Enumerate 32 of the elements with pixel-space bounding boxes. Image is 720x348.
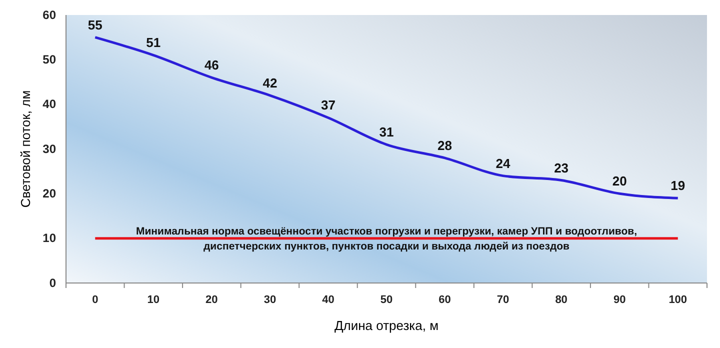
x-tick-label: 40 (322, 294, 334, 306)
data-label: 31 (379, 124, 394, 140)
data-label: 28 (438, 138, 452, 153)
y-tick-label: 10 (42, 231, 56, 246)
y-tick-label: 0 (49, 276, 56, 290)
y-tick-label: 60 (42, 8, 56, 22)
data-label: 46 (204, 58, 219, 73)
x-tick-label: 70 (496, 294, 510, 306)
x-tick-label: 90 (613, 294, 626, 306)
data-label: 51 (146, 35, 161, 50)
y-axis-title: Световой поток, лм (18, 90, 33, 208)
x-tick-label: 50 (380, 294, 393, 306)
data-label: 23 (554, 160, 569, 176)
x-axis-title: Длина отрезка, м (334, 318, 439, 333)
data-label: 24 (496, 156, 512, 171)
ref-line-label: Минимальная норма освещённости участков погрузки и перегрузки, камер УПП и водоотливов, диспетчерских пунктов, пунктов посадки и выхода людей из поездов (136, 225, 638, 252)
x-tick-label: 100 (668, 294, 688, 306)
x-tick-label: 60 (438, 294, 451, 306)
x-tick-label: 20 (206, 294, 218, 306)
x-tick-label: 10 (147, 294, 160, 306)
data-label: 19 (670, 178, 686, 194)
x-tick-label: 80 (555, 294, 568, 306)
y-tick-label: 40 (42, 97, 56, 112)
data-label: 20 (612, 174, 627, 189)
data-label: 37 (320, 98, 336, 113)
data-label: 55 (88, 17, 102, 32)
y-tick-label: 20 (42, 186, 56, 201)
y-tick-label: 30 (42, 142, 56, 156)
y-tick-label: 50 (42, 52, 56, 67)
x-tick-label: 30 (264, 294, 276, 306)
x-tick-label: 0 (92, 294, 98, 306)
data-label: 42 (262, 75, 278, 90)
